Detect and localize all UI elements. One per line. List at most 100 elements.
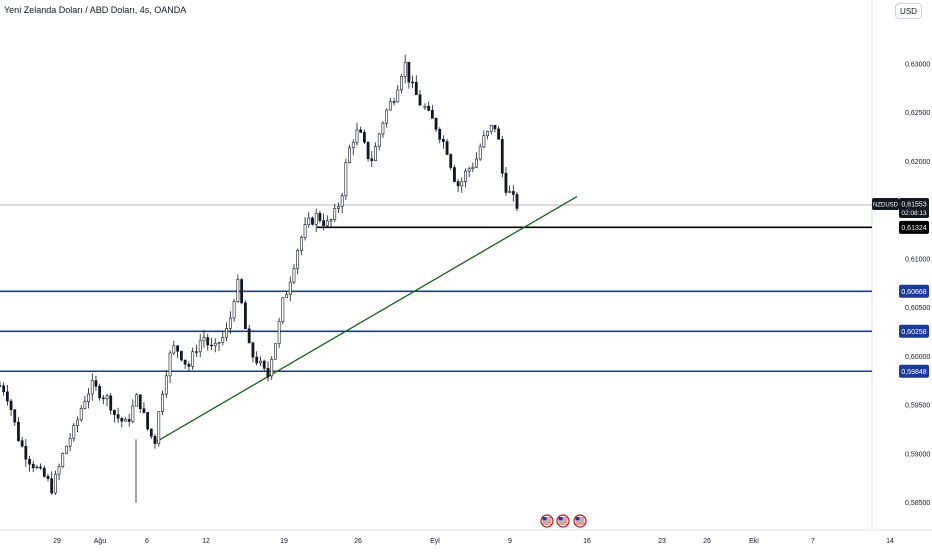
candle-body (168, 352, 172, 377)
level-price-label: 0,59848 (901, 369, 926, 376)
candle-body (467, 168, 471, 172)
candle-body (0, 385, 2, 387)
candle-body (337, 206, 340, 209)
candle-body (434, 118, 438, 130)
candle-body (478, 146, 482, 160)
candle-body (105, 395, 109, 400)
candle-body (172, 345, 176, 354)
y-tick-label: 0,63000 (905, 61, 930, 68)
candle-body (31, 463, 35, 469)
x-tick-label: 16 (583, 538, 591, 545)
candle-body (362, 132, 366, 143)
candle-body (149, 428, 153, 437)
candle-body (113, 409, 116, 415)
candle-body (329, 219, 333, 222)
candle-body (460, 181, 464, 187)
candle-body (303, 224, 307, 238)
candle-body (210, 344, 213, 347)
candle-body (124, 419, 127, 422)
candle-body (202, 337, 206, 342)
candle-body (138, 394, 142, 409)
candle-body (20, 440, 24, 447)
level-price-label-box (899, 220, 929, 234)
us-flag-icon[interactable] (540, 514, 554, 528)
candle-body (161, 393, 164, 413)
candle-body (251, 342, 255, 358)
candle-body (288, 281, 292, 295)
currency-button[interactable]: USD (895, 3, 922, 19)
candle-body (206, 337, 210, 346)
trend-line[interactable] (156, 195, 578, 442)
x-tick-label: 26 (703, 538, 711, 545)
candle-body (187, 363, 191, 367)
candle-body (90, 380, 94, 395)
level-price-label: 0,60668 (901, 289, 926, 296)
candle-body (46, 476, 50, 479)
candle-body (508, 191, 512, 193)
candle-body (423, 105, 427, 109)
candle-body (392, 101, 396, 103)
candle-body (464, 170, 467, 182)
level-price-label-box (899, 284, 929, 298)
candle-body (340, 195, 344, 208)
candle-body (274, 343, 277, 360)
candle-body (366, 141, 370, 160)
candle-body (24, 445, 28, 460)
candle-body (407, 61, 411, 83)
candle-body (255, 356, 259, 364)
candle-body (116, 414, 120, 419)
candle-body (127, 419, 131, 422)
candle-body (5, 391, 9, 402)
y-tick-label: 0,59000 (905, 451, 930, 458)
x-tick-label: 23 (658, 538, 666, 545)
candle-body (28, 458, 31, 465)
candle-body (39, 466, 42, 469)
candle-body (83, 401, 87, 409)
candle-body (120, 417, 124, 422)
candle-body (388, 101, 392, 111)
candle-body (471, 166, 475, 169)
candle-body (453, 167, 456, 182)
x-tick-label: 14 (886, 538, 894, 545)
us-flag-icon[interactable] (573, 514, 587, 528)
candle-body (146, 412, 150, 430)
us-flag-icon[interactable] (556, 514, 570, 528)
candle-body (359, 129, 363, 133)
x-tick-label: Eyl (430, 538, 440, 545)
candle-body (348, 147, 351, 164)
candle-body (270, 358, 274, 377)
candle-body (314, 212, 318, 225)
candle-body (299, 237, 303, 251)
candle-body (135, 394, 138, 407)
candle-body (2, 385, 6, 393)
candle-body (217, 342, 221, 344)
candle-body (381, 122, 385, 135)
candle-body (325, 220, 329, 226)
candle-body (449, 154, 453, 168)
candle-body (285, 294, 288, 299)
candle-body (247, 328, 251, 344)
candle-body (191, 351, 195, 367)
level-price-label-box (899, 324, 929, 338)
symbol-label-box (872, 198, 899, 211)
candle-body (396, 89, 400, 103)
symbol-label: NZDUSD (873, 203, 899, 209)
candle-body (232, 301, 236, 319)
candle-body (438, 129, 442, 140)
candle-body (164, 375, 168, 395)
candle-body (497, 128, 501, 140)
candle-body (281, 297, 285, 322)
last-price-label: 0,61553 (901, 202, 926, 209)
candle-body (489, 124, 493, 132)
candle-body (504, 172, 508, 193)
candle-body (153, 439, 157, 444)
candle-body (475, 158, 478, 168)
candle-body (87, 393, 90, 402)
candle-body (418, 94, 422, 106)
candle-body (500, 138, 504, 174)
y-tick-label: 0,61000 (905, 256, 930, 263)
candle-body (9, 400, 13, 411)
candle-body (322, 220, 326, 226)
